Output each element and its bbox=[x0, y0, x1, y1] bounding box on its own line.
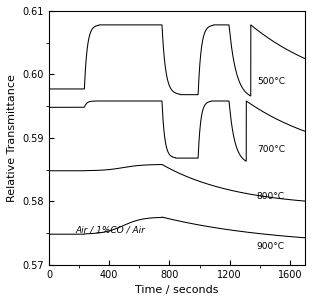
Text: 900°C: 900°C bbox=[257, 243, 285, 251]
X-axis label: Time / seconds: Time / seconds bbox=[135, 285, 219, 295]
Text: 800°C: 800°C bbox=[257, 192, 285, 201]
Y-axis label: Relative Transmittance: Relative Transmittance bbox=[7, 74, 17, 202]
Text: 700°C: 700°C bbox=[257, 145, 285, 154]
Text: 500°C: 500°C bbox=[257, 78, 285, 86]
Text: Air / 1%CO / Air: Air / 1%CO / Air bbox=[75, 225, 145, 234]
